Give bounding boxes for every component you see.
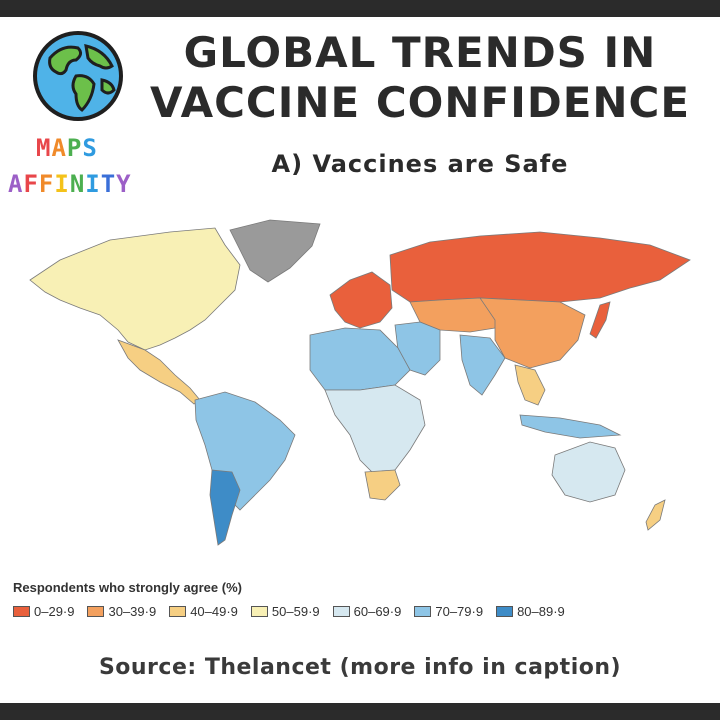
brand-word-maps: MAPS bbox=[36, 134, 98, 162]
region-australia bbox=[551, 441, 626, 503]
region-new-zealand bbox=[645, 499, 666, 531]
legend-swatch bbox=[13, 606, 30, 617]
source-credit: Source: Thelancet (more info in caption) bbox=[98, 655, 622, 680]
region-north-africa bbox=[309, 327, 411, 391]
legend-swatch bbox=[332, 606, 350, 617]
region-south-africa bbox=[364, 469, 401, 501]
region-central-africa bbox=[324, 384, 426, 476]
legend-label: 50–59·9 bbox=[271, 604, 320, 619]
legend-swatch bbox=[496, 606, 514, 617]
legend-label: 30–39·9 bbox=[108, 604, 157, 619]
legend-item: 80–89·9 bbox=[496, 604, 565, 619]
brand-letter: Y bbox=[116, 170, 132, 198]
legend-label: 70–79·9 bbox=[435, 604, 484, 619]
legend-item: 50–59·9 bbox=[250, 604, 320, 619]
region-indonesia bbox=[519, 414, 622, 439]
region-mexico bbox=[117, 339, 201, 405]
brand-letter: S bbox=[82, 134, 98, 162]
legend-item: 60–69·9 bbox=[332, 604, 402, 619]
brand-letter: A bbox=[8, 170, 24, 198]
legend-label: 80–89·9 bbox=[517, 604, 565, 619]
brand-letter: N bbox=[69, 170, 86, 198]
legend-swatch bbox=[414, 606, 432, 617]
brand-letter: I bbox=[85, 170, 101, 198]
brand-letter: I bbox=[54, 170, 70, 198]
bottom-border bbox=[0, 703, 720, 720]
region-india bbox=[459, 334, 506, 396]
region-north-america bbox=[29, 227, 241, 351]
world-choropleth-map bbox=[29, 219, 691, 546]
brand-word-affinity: AFFINITY bbox=[8, 170, 132, 198]
legend-item: 40–49·9 bbox=[169, 604, 238, 619]
region-western-europe bbox=[329, 271, 393, 329]
legend-swatch bbox=[250, 606, 268, 617]
region-greenland bbox=[229, 219, 321, 283]
legend-label: 40–49·9 bbox=[190, 604, 238, 619]
region-southeast-asia bbox=[514, 364, 546, 406]
legend-label: 60–69·9 bbox=[353, 604, 402, 619]
brand-letter: F bbox=[38, 170, 55, 198]
brand-letter: T bbox=[100, 170, 117, 198]
brand-letter: A bbox=[51, 134, 67, 162]
legend-item: 70–79·9 bbox=[414, 604, 483, 619]
region-russia bbox=[389, 231, 691, 303]
legend-swatch bbox=[169, 606, 187, 617]
region-china bbox=[479, 297, 586, 369]
title-line-2: VACCINE CONFIDENCE bbox=[149, 78, 691, 127]
legend-item: 0–29·9 bbox=[13, 604, 74, 619]
brand-letter: M bbox=[36, 134, 52, 162]
region-argentina bbox=[209, 469, 241, 546]
top-border bbox=[0, 0, 720, 17]
brand-letter: P bbox=[66, 134, 83, 162]
region-japan bbox=[589, 301, 611, 339]
legend-item: 30–39·9 bbox=[87, 604, 156, 619]
globe-icon bbox=[33, 31, 123, 121]
map-legend: 0–29·9 30–39·9 40–49·9 50–59·9 60–69·9 7… bbox=[13, 604, 565, 619]
legend-swatch bbox=[87, 606, 105, 617]
legend-title: Respondents who strongly agree (%) bbox=[13, 580, 242, 595]
page-title: GLOBAL TRENDS IN VACCINE CONFIDENCE bbox=[120, 28, 720, 128]
legend-label: 0–29·9 bbox=[34, 604, 75, 619]
brand-letter: F bbox=[23, 170, 39, 198]
map-subtitle: A) Vaccines are Safe bbox=[271, 150, 569, 178]
title-line-1: GLOBAL TRENDS IN bbox=[183, 28, 657, 77]
